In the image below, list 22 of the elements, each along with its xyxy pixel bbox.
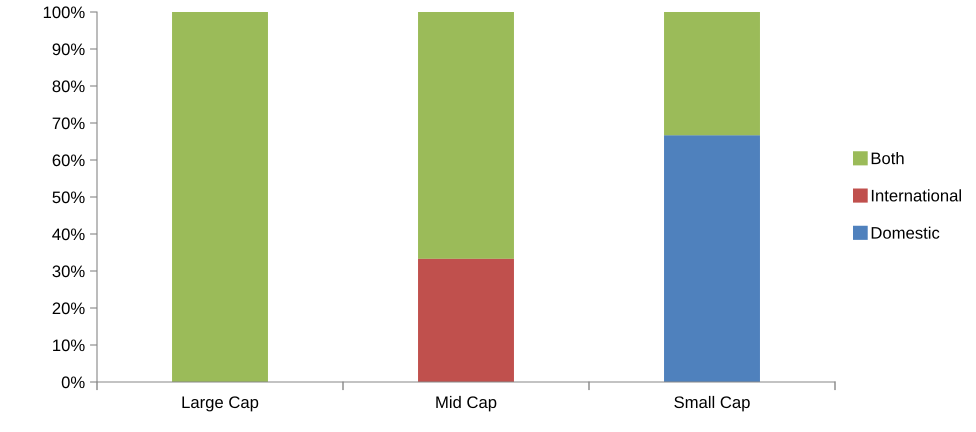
bar <box>418 258 514 382</box>
y-tick-label: 100% <box>44 6 85 18</box>
y-tick-label: 60% <box>52 154 85 166</box>
y-tick-label: 90% <box>52 43 85 56</box>
y-tick-label: 20% <box>52 302 85 314</box>
y-tick-label: 80% <box>52 80 85 92</box>
y-tick-label: 50% <box>52 191 85 204</box>
legend-label: Domestic <box>872 226 940 239</box>
y-tick-label: 40% <box>52 228 85 240</box>
legend-label: Both <box>872 152 904 164</box>
x-tick-label: Small Cap <box>674 396 750 412</box>
y-tick-label: 70% <box>52 117 85 130</box>
y-tick-label: 0% <box>62 376 85 388</box>
legend-label: International <box>872 189 961 202</box>
bar <box>664 12 760 136</box>
bar <box>664 135 760 382</box>
x-tick-label: Large Cap <box>182 396 258 412</box>
y-tick-label: 10% <box>53 339 85 352</box>
bar <box>172 12 268 382</box>
x-tick-label: Mid Cap <box>436 396 496 412</box>
bar <box>418 12 514 259</box>
y-tick-label: 30% <box>52 265 85 278</box>
